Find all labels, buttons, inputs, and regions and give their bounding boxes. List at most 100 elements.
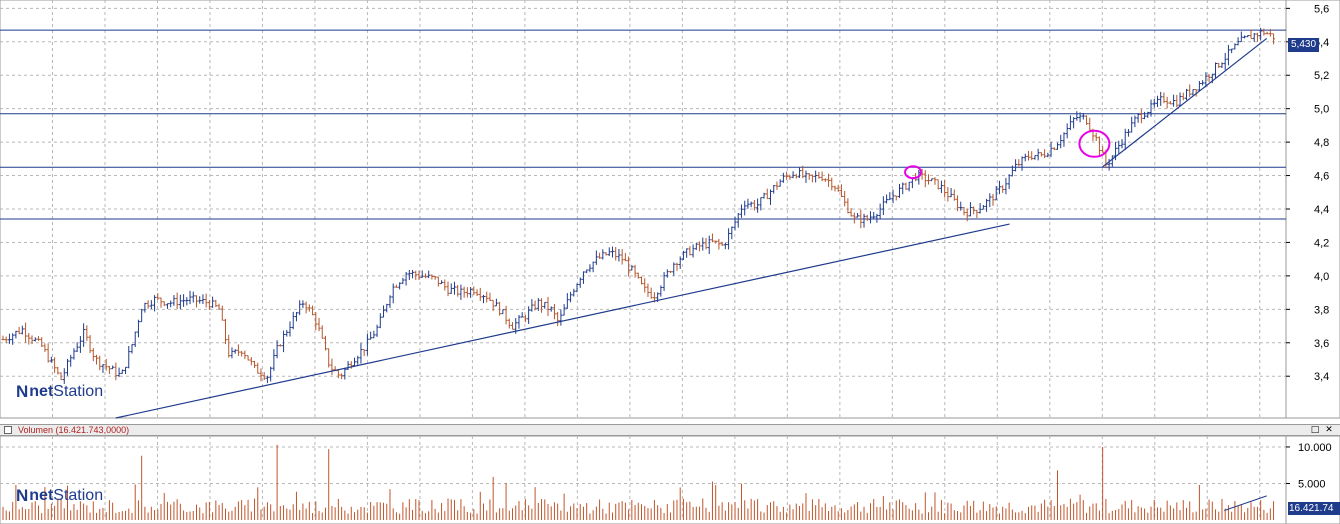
ohlc-bar xyxy=(436,276,440,287)
ohlc-bar xyxy=(262,372,266,381)
ohlc-bar xyxy=(778,179,782,187)
netstation-logo-price: N net Station xyxy=(16,382,103,402)
ohlc-bar xyxy=(1265,31,1269,35)
volume-trendline[interactable] xyxy=(1224,495,1267,511)
ohlc-bar xyxy=(117,367,121,378)
price-grid xyxy=(0,0,1286,418)
highlight-circle[interactable] xyxy=(904,165,923,180)
trendline[interactable] xyxy=(1101,37,1268,168)
ohlc-bar xyxy=(36,336,40,341)
price-tick-label: 5,2 xyxy=(1314,70,1329,82)
ohlc-bar xyxy=(685,248,689,258)
ohlc-bar xyxy=(49,356,53,363)
trendline[interactable] xyxy=(115,223,1010,419)
ohlc-bar xyxy=(994,186,998,201)
ohlc-bar xyxy=(1165,96,1169,109)
ohlc-bar xyxy=(552,304,556,320)
ohlc-bar xyxy=(633,264,637,278)
ohlc-bar xyxy=(1133,115,1137,128)
ohlc-bar xyxy=(498,301,502,316)
ohlc-bar xyxy=(659,285,663,297)
ohlc-bar xyxy=(156,293,160,300)
ohlc-bar xyxy=(165,303,169,309)
ohlc-bar xyxy=(769,189,773,205)
ohlc-bar xyxy=(1043,149,1047,159)
volume-header-label: Volumen (16.421.743,0000) xyxy=(18,425,130,435)
ohlc-bar xyxy=(1010,165,1014,177)
ohlc-bar xyxy=(827,173,831,187)
ohlc-bar xyxy=(1184,88,1188,101)
ohlc-bar xyxy=(530,299,534,312)
ohlc-bar xyxy=(862,213,866,228)
ohlc-bar xyxy=(404,271,408,286)
volume-tick-label: 10.000 xyxy=(1298,442,1332,454)
ohlc-bar xyxy=(224,318,228,345)
ohlc-bar xyxy=(846,198,850,214)
ohlc-bar xyxy=(681,250,685,261)
ohlc-bar xyxy=(517,315,521,329)
ohlc-bar xyxy=(965,208,969,222)
ohlc-bar xyxy=(1175,94,1179,108)
ohlc-bar xyxy=(572,288,576,297)
ohlc-bar xyxy=(307,304,311,312)
ohlc-bar xyxy=(620,249,624,265)
ohlc-bar xyxy=(220,305,224,321)
ohlc-bar xyxy=(40,337,44,347)
ohlc-bar xyxy=(1255,32,1259,42)
ohlc-bar xyxy=(868,211,872,224)
ohlc-bar xyxy=(807,172,811,180)
ohlc-bar xyxy=(588,264,592,273)
price-tick-label: 3,4 xyxy=(1314,371,1329,383)
ohlc-bar xyxy=(207,300,211,310)
ohlc-bar xyxy=(662,272,666,291)
ohlc-bar xyxy=(830,177,834,191)
ohlc-bar xyxy=(610,246,614,258)
ohlc-bar xyxy=(369,331,373,340)
close-panel-button[interactable]: ✕ xyxy=(1325,425,1333,435)
ohlc-bar xyxy=(20,325,24,335)
ohlc-bar xyxy=(1107,158,1111,171)
ohlc-bar xyxy=(472,286,476,296)
ohlc-bar xyxy=(772,185,776,194)
ohlc-bar xyxy=(478,287,482,301)
ohlc-bar xyxy=(897,183,901,198)
ohlc-bar xyxy=(88,335,92,354)
ohlc-bar xyxy=(1001,185,1005,193)
ohlc-bar xyxy=(1223,52,1227,71)
ohlc-bar xyxy=(365,333,369,356)
ohlc-bar xyxy=(1207,73,1211,83)
ohlc-bar xyxy=(1136,113,1140,123)
ohlc-bar xyxy=(153,295,157,312)
ohlc-bar xyxy=(272,349,276,371)
ohlc-bar xyxy=(523,314,527,323)
ohlc-bar xyxy=(1120,139,1124,149)
ohlc-bar xyxy=(214,299,218,308)
ohlc-bar xyxy=(1007,174,1011,189)
ohlc-bar xyxy=(775,181,779,190)
highlight-circle[interactable] xyxy=(1078,129,1111,158)
ohlc-bar xyxy=(388,295,392,308)
ohlc-bar xyxy=(1246,34,1250,38)
ohlc-bar xyxy=(1188,84,1192,97)
ohlc-bar xyxy=(1201,80,1205,86)
ohlc-bar xyxy=(501,309,505,315)
maximize-panel-button[interactable]: □ xyxy=(1310,425,1320,435)
ohlc-bar xyxy=(127,345,131,369)
ohlc-bar xyxy=(759,197,763,211)
ohlc-bar xyxy=(1094,132,1098,142)
ohlc-bar xyxy=(401,277,405,284)
volume-panel-header: Volumen (16.421.743,0000) □ ✕ xyxy=(0,424,1340,436)
ohlc-bar xyxy=(672,262,676,276)
ohlc-bar xyxy=(865,214,869,221)
ohlc-bar xyxy=(136,319,140,338)
ohlc-bar xyxy=(1117,140,1121,154)
ohlc-bar xyxy=(33,337,37,342)
ohlc-bar xyxy=(356,355,360,365)
ohlc-bar xyxy=(1065,123,1069,139)
price-tick-label: 5,6 xyxy=(1314,3,1329,15)
ohlc-bar xyxy=(201,294,205,304)
ohlc-bar xyxy=(107,365,111,375)
ohlc-bar xyxy=(56,366,60,375)
ohlc-bar xyxy=(649,287,653,299)
ohlc-bar xyxy=(291,311,295,330)
